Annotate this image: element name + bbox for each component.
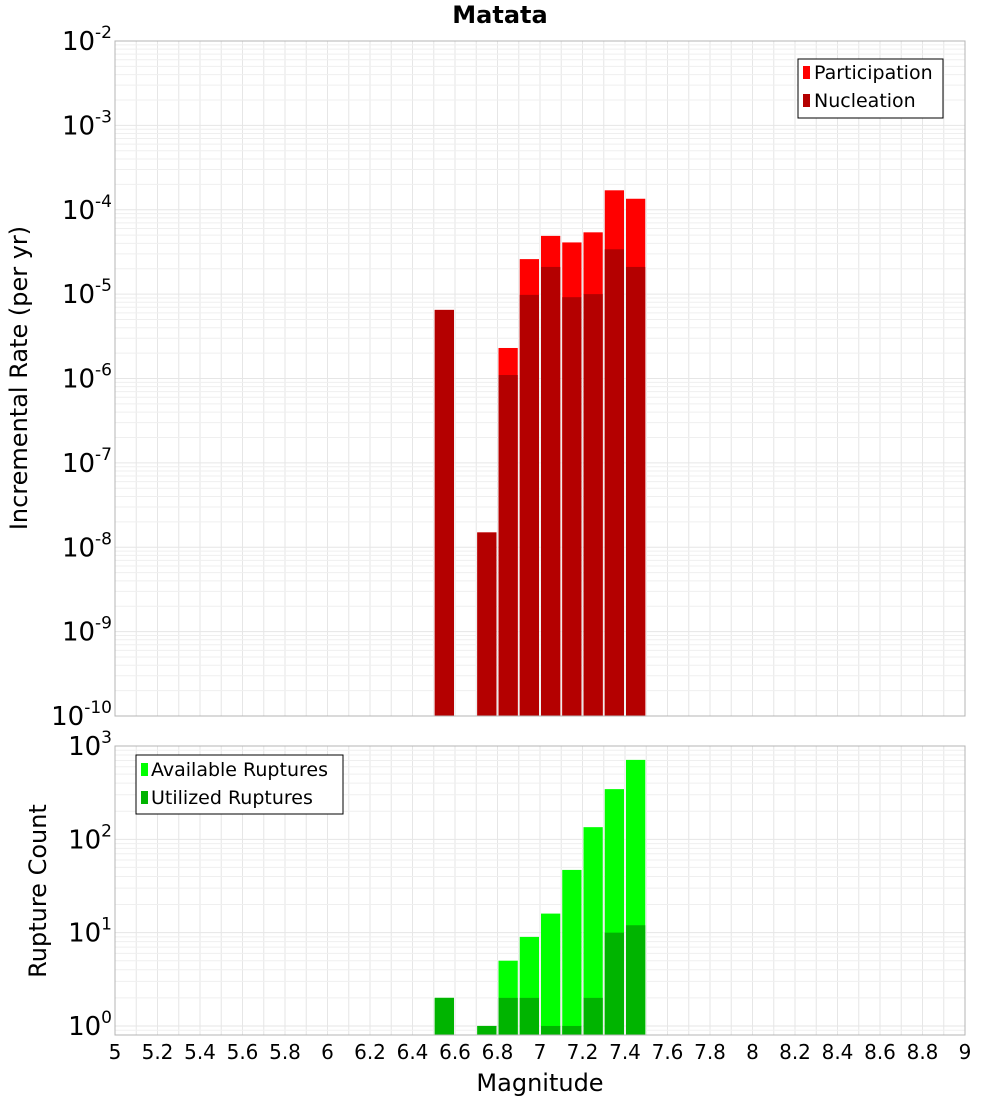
x-tick-label: 8.8 xyxy=(907,1040,939,1064)
legend-swatch-nucleation xyxy=(803,94,810,107)
top-y-axis-title: Incremental Rate (per yr) xyxy=(5,226,33,530)
legend-swatch-available xyxy=(141,763,148,776)
x-tick-label: 7 xyxy=(534,1040,547,1064)
bottom-bar-utilized-ruptures xyxy=(519,997,539,1035)
bottom-bar-available-ruptures xyxy=(541,913,561,1035)
x-tick-label: 5.8 xyxy=(269,1040,301,1064)
x-tick-label: 9 xyxy=(959,1040,972,1064)
top-y-tick-label: 10-6 xyxy=(62,361,112,395)
top-bar-nucleation xyxy=(604,249,624,716)
bottom-y-tick-label: 102 xyxy=(68,821,112,855)
legend-label-available: Available Ruptures xyxy=(151,759,328,781)
x-tick-label: 6.6 xyxy=(439,1040,471,1064)
x-tick-label: 6.4 xyxy=(397,1040,429,1064)
x-tick-label: 8.4 xyxy=(822,1040,854,1064)
bottom-bar-available-ruptures xyxy=(562,869,582,1035)
bottom-plot-frame xyxy=(114,745,966,1036)
top-bar-nucleation xyxy=(434,309,454,716)
top-bar-nucleation xyxy=(477,532,497,716)
top-bar-nucleation xyxy=(498,375,518,716)
top-y-tick-label: 10-10 xyxy=(51,698,112,732)
x-tick-label: 5.6 xyxy=(227,1040,259,1064)
rupture-count-panel: 100 101 102 103 5 5.2 5.4 5.6 5.8 6 6.2 6.4 6.6 6.8 7… xyxy=(24,728,971,1097)
bottom-bars xyxy=(434,759,646,1035)
top-gridlines xyxy=(114,40,966,717)
legend-label-participation: Participation xyxy=(814,62,933,84)
top-y-tick-label: 10-3 xyxy=(62,107,112,141)
bottom-bar-utilized-ruptures xyxy=(626,925,646,1035)
bottom-y-tick-labels: 100 101 102 103 xyxy=(68,728,112,1042)
top-bar-nucleation xyxy=(519,294,539,716)
x-tick-label: 6 xyxy=(321,1040,334,1064)
legend-label-nucleation: Nucleation xyxy=(814,90,916,112)
bottom-bar-utilized-ruptures xyxy=(541,1025,561,1035)
bottom-legend-box xyxy=(135,754,344,815)
top-y-tick-label: 10-8 xyxy=(62,529,112,563)
top-y-tick-label: 10-2 xyxy=(62,23,112,57)
bottom-bar-utilized-ruptures xyxy=(434,997,454,1035)
bottom-bar-utilized-ruptures xyxy=(477,1025,497,1035)
top-y-tick-label: 10-5 xyxy=(62,276,112,310)
incremental-rate-panel: 10-10 10-9 10-8 10-7 10-6 10-5 10-4 10-3 10-2 In… xyxy=(5,23,966,732)
bottom-y-tick-label: 103 xyxy=(68,728,112,762)
x-tick-label: 5.2 xyxy=(142,1040,174,1064)
top-bar-nucleation xyxy=(626,266,646,716)
x-tick-label: 7.8 xyxy=(694,1040,726,1064)
chart-title: Matata xyxy=(452,1,547,29)
legend-label-utilized: Utilized Ruptures xyxy=(151,787,313,809)
x-tick-label: 5 xyxy=(109,1040,122,1064)
top-bars xyxy=(434,190,646,717)
bottom-y-tick-label: 101 xyxy=(68,915,112,949)
top-plot-frame xyxy=(114,40,966,717)
x-tick-label: 5.4 xyxy=(184,1040,216,1064)
x-tick-labels: 5 5.2 5.4 5.6 5.8 6 6.2 6.4 6.6 6.8 7 7.2 7.4 7.6 7.8 8… xyxy=(109,1040,972,1064)
x-tick-label: 7.6 xyxy=(652,1040,684,1064)
bottom-bar-utilized-ruptures xyxy=(583,997,603,1035)
legend-swatch-utilized xyxy=(141,791,148,804)
x-tick-label: 8 xyxy=(746,1040,759,1064)
bottom-bar-utilized-ruptures xyxy=(562,1025,582,1035)
top-bar-nucleation xyxy=(562,297,582,716)
x-tick-label: 6.8 xyxy=(482,1040,514,1064)
top-bar-nucleation xyxy=(541,266,561,716)
bottom-y-tick-label: 100 xyxy=(68,1008,112,1042)
top-y-tick-label: 10-4 xyxy=(62,192,112,226)
bottom-legend: Available Ruptures Utilized Ruptures xyxy=(135,754,344,815)
top-legend-box xyxy=(797,58,944,119)
x-tick-label: 7.2 xyxy=(567,1040,599,1064)
bottom-bar-available-ruptures xyxy=(583,827,603,1035)
top-y-tick-label: 10-9 xyxy=(62,614,112,648)
bottom-bar-utilized-ruptures xyxy=(604,932,624,1035)
legend-swatch-participation xyxy=(803,66,810,79)
x-tick-label: 7.4 xyxy=(609,1040,641,1064)
x-tick-label: 8.6 xyxy=(864,1040,896,1064)
top-bar-nucleation xyxy=(583,294,603,716)
bottom-y-axis-title: Rupture Count xyxy=(24,804,52,978)
x-tick-label: 6.2 xyxy=(354,1040,386,1064)
top-y-tick-labels: 10-10 10-9 10-8 10-7 10-6 10-5 10-4 10-3 10-2 xyxy=(51,23,112,732)
x-tick-label: 8.2 xyxy=(779,1040,811,1064)
x-axis-title: Magnitude xyxy=(476,1069,603,1097)
top-y-tick-label: 10-7 xyxy=(62,445,112,479)
top-legend: Participation Nucleation xyxy=(797,58,944,119)
bottom-bar-utilized-ruptures xyxy=(498,997,518,1035)
